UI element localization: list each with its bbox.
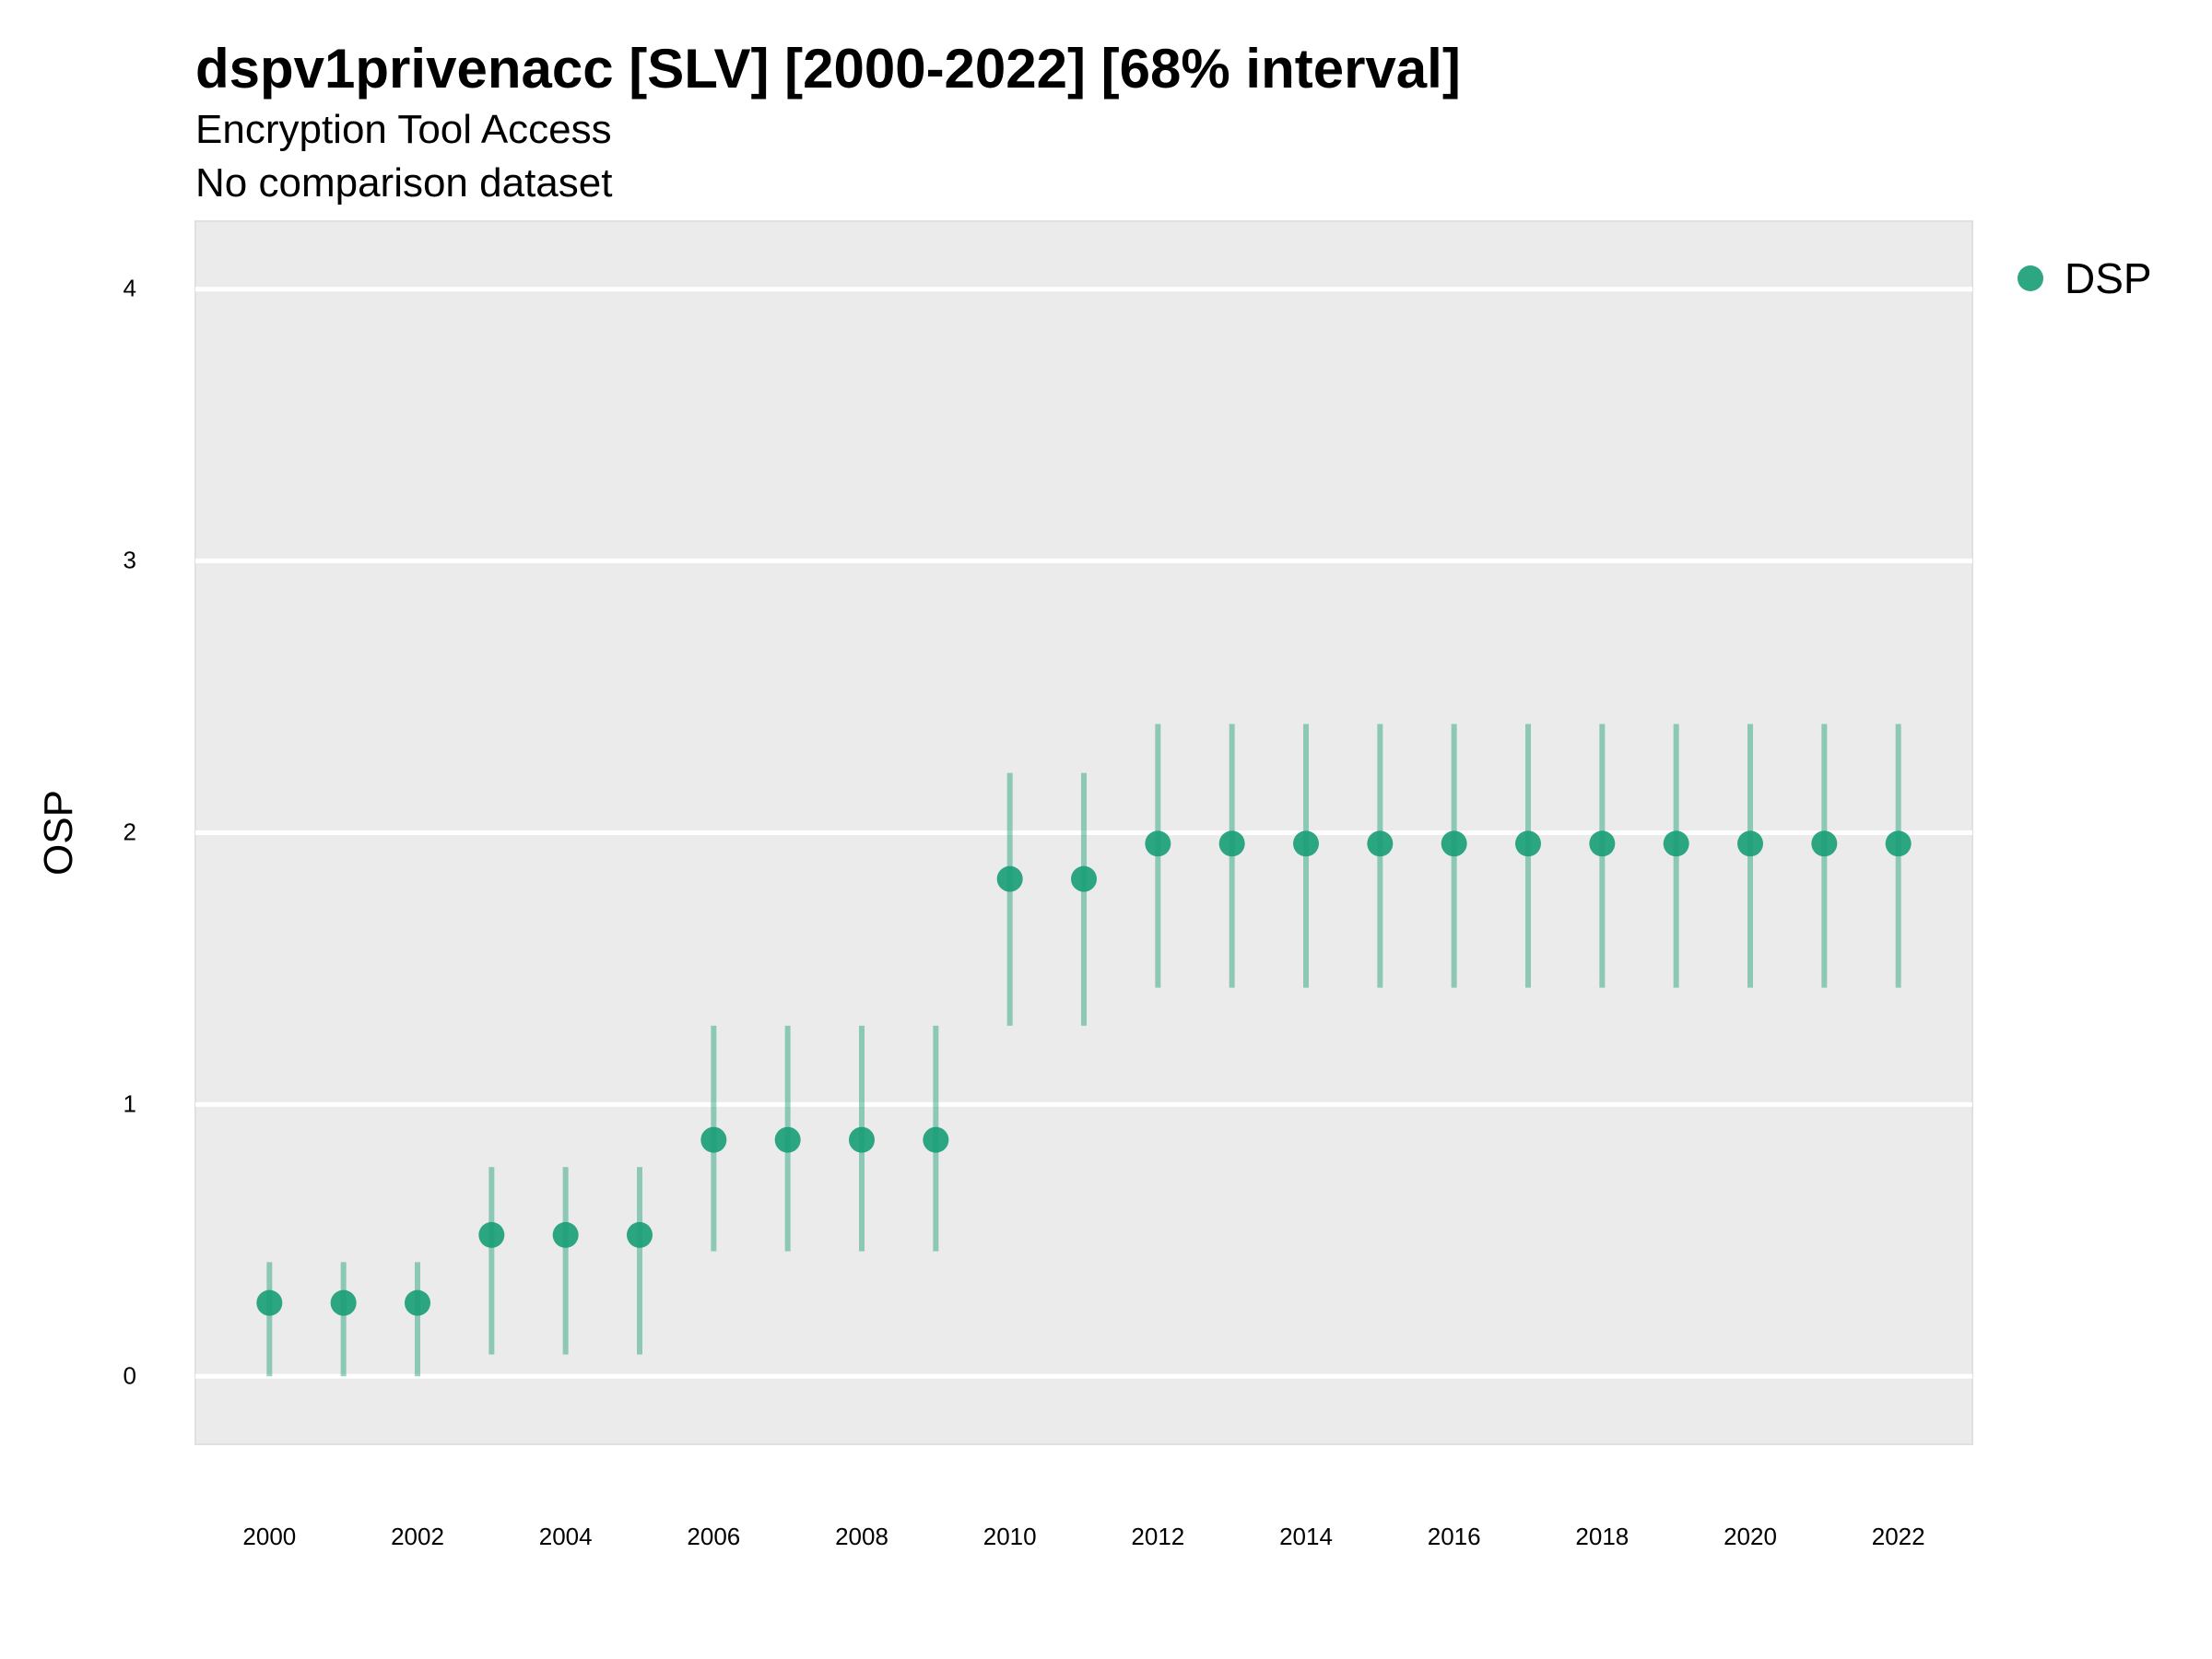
y-axis-label: OSP [36,790,81,876]
data-point [1515,830,1541,857]
x-tick-label: 2008 [835,1523,888,1550]
data-point [256,1289,283,1316]
data-point [923,1126,949,1153]
data-point [1589,830,1616,857]
y-tick-label: 3 [124,547,136,574]
x-tick-label: 2000 [242,1523,296,1550]
chart-title: dspv1privenacc [SLV] [2000-2022] [68% in… [195,38,1461,100]
data-point [700,1126,727,1153]
data-point [405,1289,430,1316]
chart-caption: No comparison dataset [195,160,613,206]
data-point [1367,830,1394,857]
y-tick-label: 4 [124,275,136,302]
x-tick-label: 2004 [539,1523,593,1550]
x-tick-label: 2022 [1872,1523,1925,1550]
data-point [1441,830,1467,857]
x-tick-label: 2018 [1575,1523,1629,1550]
x-tick-label: 2020 [1724,1523,1777,1550]
data-point [1293,830,1319,857]
chart-subtitle: Encryption Tool Access [195,107,612,152]
data-point [1737,830,1763,857]
x-tick-label: 2012 [1131,1523,1184,1550]
data-point [330,1289,357,1316]
data-point [1218,830,1245,857]
data-point [1663,830,1689,857]
data-point [627,1221,653,1248]
legend-marker [2018,265,2043,291]
legend-label: DSP [2065,254,2152,302]
x-tick-label: 2006 [687,1523,740,1550]
y-tick-label: 0 [124,1361,136,1389]
y-tick-label: 1 [124,1089,136,1117]
y-tick-label: 2 [124,818,136,846]
data-point [552,1221,579,1248]
data-point [1071,865,1097,892]
data-point [1811,830,1838,857]
x-tick-label: 2002 [391,1523,444,1550]
data-point [849,1126,875,1153]
data-point [774,1126,801,1153]
data-point [1145,830,1171,857]
x-tick-label: 2014 [1279,1523,1333,1550]
x-tick-label: 2016 [1428,1523,1481,1550]
data-point [996,865,1023,892]
data-point [478,1221,505,1248]
data-point [1885,830,1912,857]
x-tick-label: 2010 [983,1523,1037,1550]
